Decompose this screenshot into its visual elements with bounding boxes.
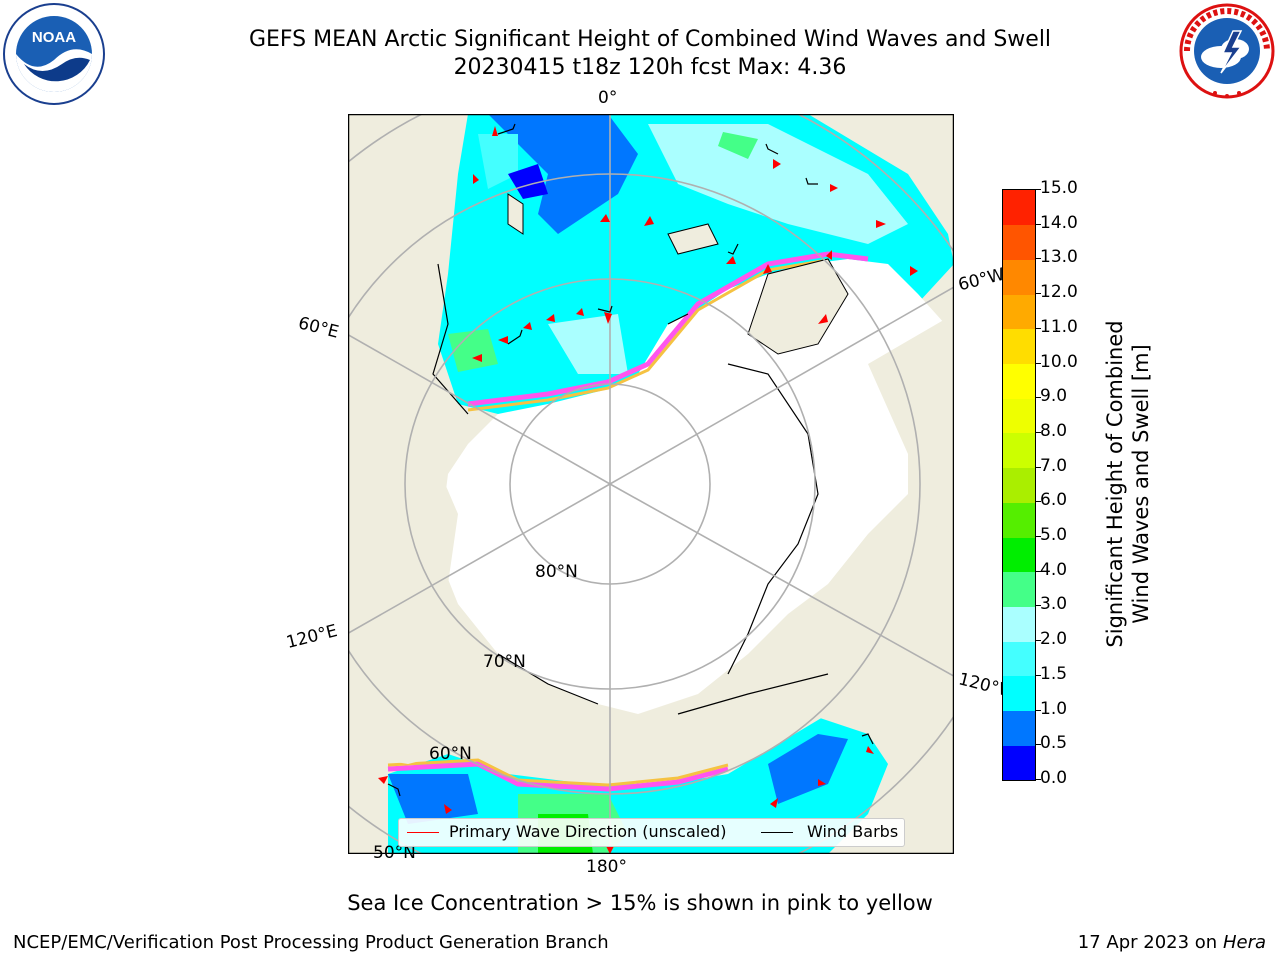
colorbar-segment (1003, 432, 1035, 469)
colorbar-segment (1003, 259, 1035, 295)
colorbar-segment (1003, 675, 1035, 712)
colorbar-tick-label: 12.0 (1040, 282, 1078, 303)
colorbar-segment (1003, 745, 1035, 781)
noaa-logo-text: NOAA (32, 29, 76, 46)
colorbar-tick-mark (1035, 674, 1041, 676)
colorbar-tick-mark (1035, 605, 1041, 607)
colorbar-tick-mark (1035, 570, 1041, 572)
colorbar-segment (1003, 363, 1035, 399)
colorbar-label-line2: Wind Waves and Swell [m] (1129, 344, 1153, 624)
colorbar-tick-label: 13.0 (1040, 247, 1078, 268)
chart-title-line2: 20230415 t18z 120h fcst Max: 4.36 (453, 55, 847, 80)
colorbar-tick-mark (1035, 536, 1041, 538)
colorbar-tick-label: 11.0 (1040, 316, 1078, 337)
footer-right: 17 Apr 2023 on Hera (1078, 932, 1266, 953)
colorbar-tick-mark (1035, 397, 1041, 399)
colorbar-label-line1: Significant Height of Combined (1103, 320, 1127, 648)
lon-label-60e: 60°E (296, 313, 341, 343)
colorbar-segment (1003, 606, 1035, 642)
colorbar-tick-mark (1035, 744, 1041, 746)
colorbar-tick-label: 3.0 (1040, 594, 1068, 615)
colorbar-tick-label: 7.0 (1040, 455, 1068, 476)
lon-label-180: 180° (586, 857, 627, 877)
sea-ice-area (438, 259, 954, 714)
colorbar-label: Significant Height of Combined Wind Wave… (1102, 320, 1154, 647)
colorbar-tick-label: 14.0 (1040, 212, 1078, 233)
wave-arrows (378, 126, 918, 854)
colorbar-tick-mark (1035, 362, 1041, 364)
colorbar-tick-label: 9.0 (1040, 386, 1068, 407)
lon-label-0: 0° (598, 88, 618, 108)
wind-barbs-legend-label: Wind Barbs (807, 822, 899, 841)
colorbar-tick-label: 2.0 (1040, 629, 1068, 650)
wind-barbs-legend-line (761, 832, 793, 833)
lat-label-50n: 50°N (373, 843, 416, 863)
nws-logo (1175, 1, 1279, 105)
colorbar-tick-mark (1035, 189, 1041, 190)
colorbar-tick-label: 6.0 (1040, 490, 1068, 511)
colorbar-segment (1003, 224, 1035, 260)
colorbar-tick-label: 8.0 (1040, 420, 1068, 441)
colorbar-tick-label: 10.0 (1040, 351, 1078, 372)
wind-barbs (387, 123, 874, 797)
colorbar-tick-mark (1035, 431, 1041, 433)
colorbar-tick-mark (1035, 501, 1041, 503)
colorbar-segment (1003, 328, 1035, 365)
footer-date: 17 Apr 2023 on (1077, 932, 1223, 953)
colorbar-tick-mark (1035, 327, 1041, 329)
sea-ice-note: Sea Ice Concentration > 15% is shown in … (347, 891, 933, 915)
colorbar (1002, 189, 1036, 781)
colorbar-tick-mark (1035, 779, 1041, 780)
colorbar-segment (1003, 537, 1035, 573)
noaa-logo: NOAA (2, 2, 106, 110)
colorbar-tick-label: 0.5 (1040, 733, 1068, 754)
colorbar-tick-label: 5.0 (1040, 525, 1068, 546)
colorbar-tick-mark (1035, 466, 1041, 468)
arctic-map (347, 113, 955, 855)
map-legend: Primary Wave Direction (unscaled) Wind B… (398, 818, 905, 847)
lat-label-70n: 70°N (483, 652, 526, 672)
lat-label-60n: 60°N (429, 744, 472, 764)
colorbar-tick-mark (1035, 709, 1041, 711)
colorbar-tick-label: 1.0 (1040, 698, 1068, 719)
colorbar-segment (1003, 710, 1035, 746)
colorbar-tick-mark (1035, 223, 1041, 225)
colorbar-segment (1003, 502, 1035, 538)
wave-direction-legend-line (407, 832, 439, 833)
colorbar-tick-label: 1.5 (1040, 663, 1068, 684)
colorbar-tick-mark (1035, 640, 1041, 642)
wave-direction-legend-label: Primary Wave Direction (unscaled) (449, 822, 727, 841)
colorbar-segment (1003, 190, 1035, 226)
colorbar-tick-mark (1035, 293, 1041, 295)
lat-label-80n: 80°N (535, 562, 578, 582)
lon-label-120e: 120°E (284, 621, 340, 653)
colorbar-tick-label: 0.0 (1040, 768, 1068, 788)
colorbar-tick-label: 4.0 (1040, 559, 1068, 580)
colorbar-segment (1003, 571, 1035, 607)
colorbar-segment (1003, 294, 1035, 330)
colorbar-tick-mark (1035, 258, 1041, 260)
greenland (747, 258, 849, 355)
footer-machine: Hera (1222, 932, 1266, 953)
map-border (347, 113, 955, 855)
colorbar-segment (1003, 398, 1035, 434)
lon-label-60w: 60°W (956, 264, 1007, 296)
colorbar-tick-label: 15.0 (1040, 178, 1078, 198)
colorbar-segment (1003, 467, 1035, 503)
colorbar-segment (1003, 641, 1035, 677)
footer-left: NCEP/EMC/Verification Post Processing Pr… (13, 932, 609, 953)
chart-title-line1: GEFS MEAN Arctic Significant Height of C… (248, 27, 1052, 52)
